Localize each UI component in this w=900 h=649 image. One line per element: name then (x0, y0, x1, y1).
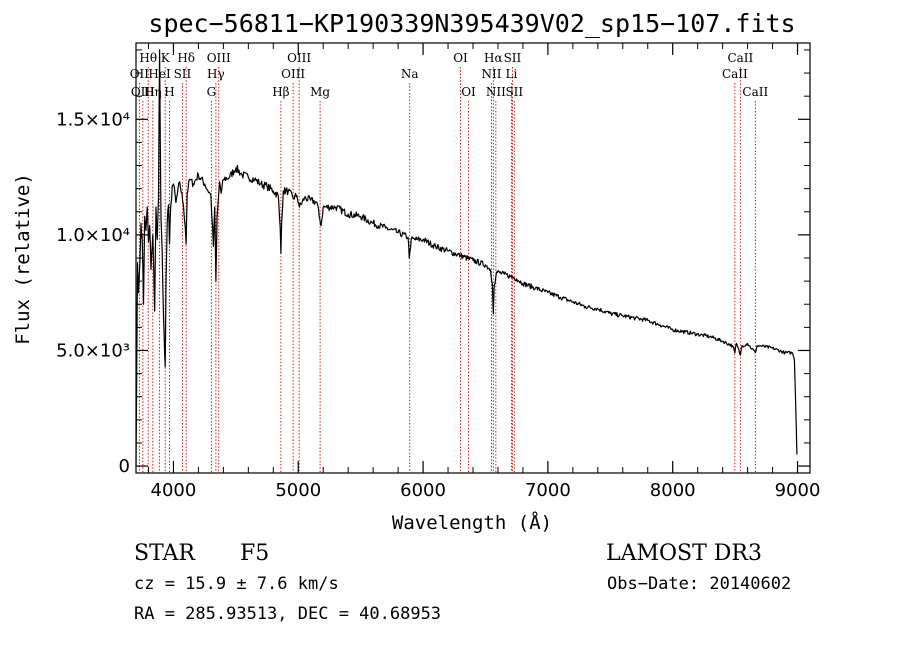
line-labels: HθOIIOIIIHηHeIKHSIIHδGHγOIIIHβOIIIOIIIMg… (130, 51, 769, 99)
line-label: OIII (131, 85, 155, 99)
line-label: Hβ (272, 85, 289, 99)
line-label: Mg (310, 85, 330, 99)
line-label: Hη (144, 85, 162, 99)
line-label: Li (506, 67, 518, 81)
x-tick-label: 4000 (151, 480, 197, 501)
line-label: OI (461, 85, 476, 99)
line-label: G (207, 85, 217, 99)
line-label: NII (481, 67, 501, 81)
x-tick-label: 8000 (650, 480, 696, 501)
line-label: Hγ (207, 67, 225, 81)
y-tick-label: 1.0×10⁴ (56, 225, 130, 246)
y-tick-label: 5.0×10³ (56, 340, 130, 361)
survey-name: LAMOST DR3 (606, 541, 762, 566)
x-tick-label: 9000 (775, 480, 821, 501)
x-tick-label: 7000 (525, 480, 571, 501)
y-tick-label: 1.5×10⁴ (56, 109, 130, 130)
line-label: CaII (742, 85, 768, 99)
object-class: STAR (134, 541, 196, 566)
axis-ticks: 4000 5000 6000 7000 8000 9000 0 5.0×10³ 1.0×10⁴ 1… (56, 43, 820, 501)
spectrum-series (135, 49, 798, 467)
y-tick-label: 0 (119, 456, 130, 477)
line-label: CaII (727, 51, 753, 65)
line-label: SII (504, 51, 522, 65)
line-label: OII (130, 67, 150, 81)
line-label: OIII (207, 51, 231, 65)
line-label: Hα (484, 51, 503, 65)
chart-title: spec−56811−KP190339N395439V02_sp15−107.f… (148, 9, 795, 38)
line-label: Hδ (177, 51, 195, 65)
line-label: Hθ (139, 51, 157, 65)
x-axis-label: Wavelength (Å) (392, 511, 552, 534)
line-label: OI (453, 51, 468, 65)
line-label: NII (486, 85, 506, 99)
x-tick-label: 5000 (275, 480, 321, 501)
line-label: OIII (287, 51, 311, 65)
line-label: Na (401, 67, 419, 81)
line-markers (138, 67, 756, 473)
coordinates: RA = 285.93513, DEC = 40.68953 (134, 604, 441, 624)
y-axis-label: Flux (relative) (12, 173, 34, 345)
line-label: OIII (281, 67, 305, 81)
x-tick-label: 6000 (400, 480, 446, 501)
obs-date: Obs−Date: 20140602 (607, 574, 791, 594)
subclass: F5 (240, 541, 269, 566)
line-label: CaII (722, 67, 748, 81)
redshift-value: cz = 15.9 ± 7.6 km/s (134, 574, 339, 594)
line-label: SII (505, 85, 523, 99)
line-label: SII (174, 67, 192, 81)
line-label: H (164, 85, 174, 99)
line-label: K (161, 51, 171, 65)
